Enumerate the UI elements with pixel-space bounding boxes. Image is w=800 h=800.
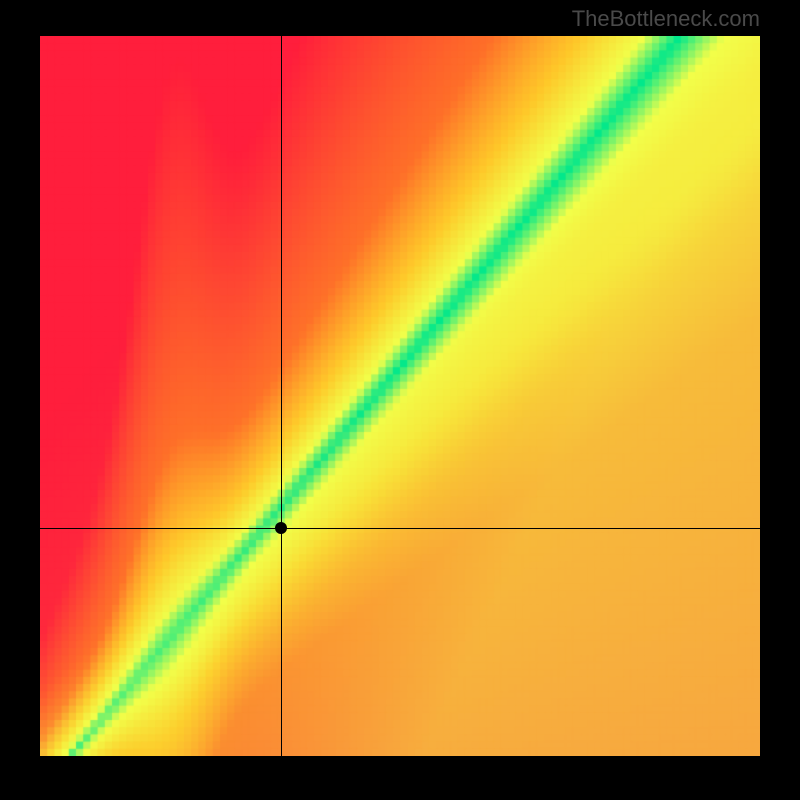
crosshair-horizontal — [40, 528, 760, 529]
crosshair-vertical — [281, 36, 282, 756]
bottleneck-heatmap — [40, 36, 760, 756]
watermark-text: TheBottleneck.com — [572, 6, 760, 32]
figure-root: TheBottleneck.com — [0, 0, 800, 800]
